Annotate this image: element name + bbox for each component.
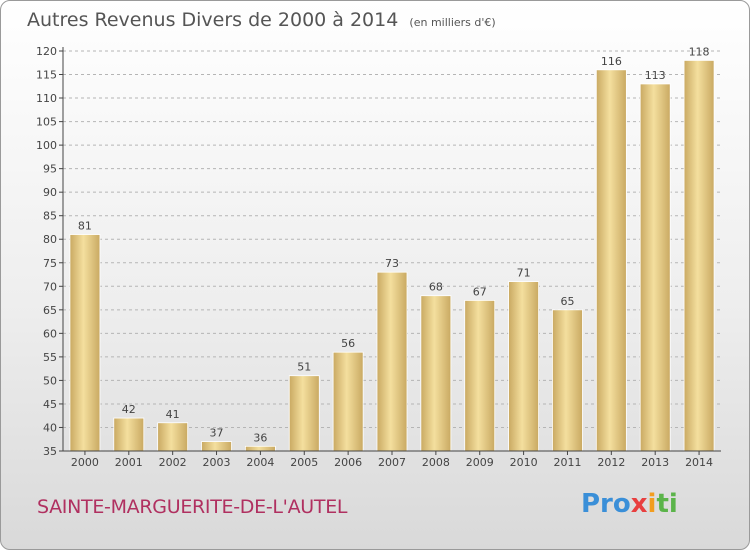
y-tick-label: 70: [43, 280, 57, 293]
x-tick-label: 2004: [246, 456, 274, 469]
data-label: 41: [166, 408, 180, 421]
y-tick-label: 60: [43, 327, 57, 340]
x-tick-label: 2005: [290, 456, 318, 469]
chart-title: Autres Revenus Divers de 2000 à 2014 (en…: [27, 9, 496, 31]
x-tick-label: 2007: [378, 456, 406, 469]
y-tick-label: 45: [43, 398, 57, 411]
proxiti-logo: Proxiti: [581, 489, 678, 519]
logo-part-3: i: [647, 489, 657, 519]
bar: [464, 300, 496, 452]
bar: [420, 295, 452, 452]
x-tick-label: 2002: [159, 456, 187, 469]
x-tick-label: 2003: [203, 456, 231, 469]
y-tick-label: 35: [43, 445, 57, 458]
bar: [288, 375, 320, 452]
bar: [552, 309, 583, 452]
x-tick-label: 2006: [334, 456, 362, 469]
y-tick-label: 90: [43, 186, 57, 199]
x-tick-label: 2011: [553, 456, 581, 469]
y-tick-label: 95: [43, 163, 57, 176]
y-tick-label: 100: [36, 139, 57, 152]
y-tick-label: 115: [36, 69, 57, 82]
data-label: 51: [297, 361, 311, 374]
data-label: 73: [385, 257, 399, 270]
x-tick-label: 2010: [510, 456, 538, 469]
y-tick-label: 85: [43, 210, 57, 223]
x-tick-label: 2009: [466, 456, 494, 469]
x-tick-label: 2012: [597, 456, 625, 469]
data-label: 56: [341, 337, 355, 350]
bar: [201, 441, 232, 452]
x-tick-label: 2013: [641, 456, 669, 469]
y-tick-label: 120: [36, 45, 57, 58]
data-label: 65: [560, 295, 574, 308]
y-tick-label: 80: [43, 233, 57, 246]
logo-part-1: Pro: [581, 489, 631, 519]
data-label: 67: [473, 285, 487, 298]
bar: [332, 351, 364, 452]
x-tick-label: 2014: [685, 456, 713, 469]
y-tick-label: 50: [43, 374, 57, 387]
data-label: 42: [122, 403, 136, 416]
y-tick-label: 40: [43, 421, 57, 434]
data-label: 118: [689, 45, 710, 58]
chart-title-main: Autres Revenus Divers de 2000 à 2014: [27, 9, 399, 31]
chart-title-unit: (en milliers d'€): [409, 16, 496, 29]
y-tick-label: 75: [43, 257, 57, 270]
data-label: 71: [517, 267, 531, 280]
data-label: 116: [601, 55, 622, 68]
x-tick-label: 2001: [115, 456, 143, 469]
x-tick-label: 2008: [422, 456, 450, 469]
data-label: 113: [645, 69, 666, 82]
axes: 35 40 45 50 55 60 65 70 75 80 85 90 95 100 105 110 115 12…: [36, 45, 721, 469]
bar: [508, 281, 540, 452]
y-tick-label: 65: [43, 304, 57, 317]
data-label: 37: [210, 427, 224, 440]
data-labels: 81 42 41 37 36 51 56 73 68 67 71 65 116 113 118: [78, 45, 710, 444]
data-label: 36: [253, 431, 267, 444]
y-tick-label: 105: [36, 116, 57, 129]
bar: [376, 271, 408, 452]
logo-part-4: ti: [656, 489, 678, 519]
bar: [244, 445, 276, 452]
bars: [69, 60, 715, 452]
data-label: 81: [78, 220, 92, 233]
bar: [69, 234, 101, 452]
x-tick-label: 2000: [71, 456, 99, 469]
bar: [157, 422, 189, 452]
logo-part-2: x: [630, 489, 648, 519]
bar: [595, 69, 627, 452]
bar: [113, 417, 145, 452]
location-name: SAINTE-MARGUERITE-DE-L'AUTEL: [37, 496, 348, 518]
y-tick-label: 110: [36, 92, 57, 105]
bar: [683, 60, 715, 452]
data-label: 68: [429, 281, 443, 294]
bar: [639, 83, 671, 452]
y-tick-label: 55: [43, 351, 57, 364]
